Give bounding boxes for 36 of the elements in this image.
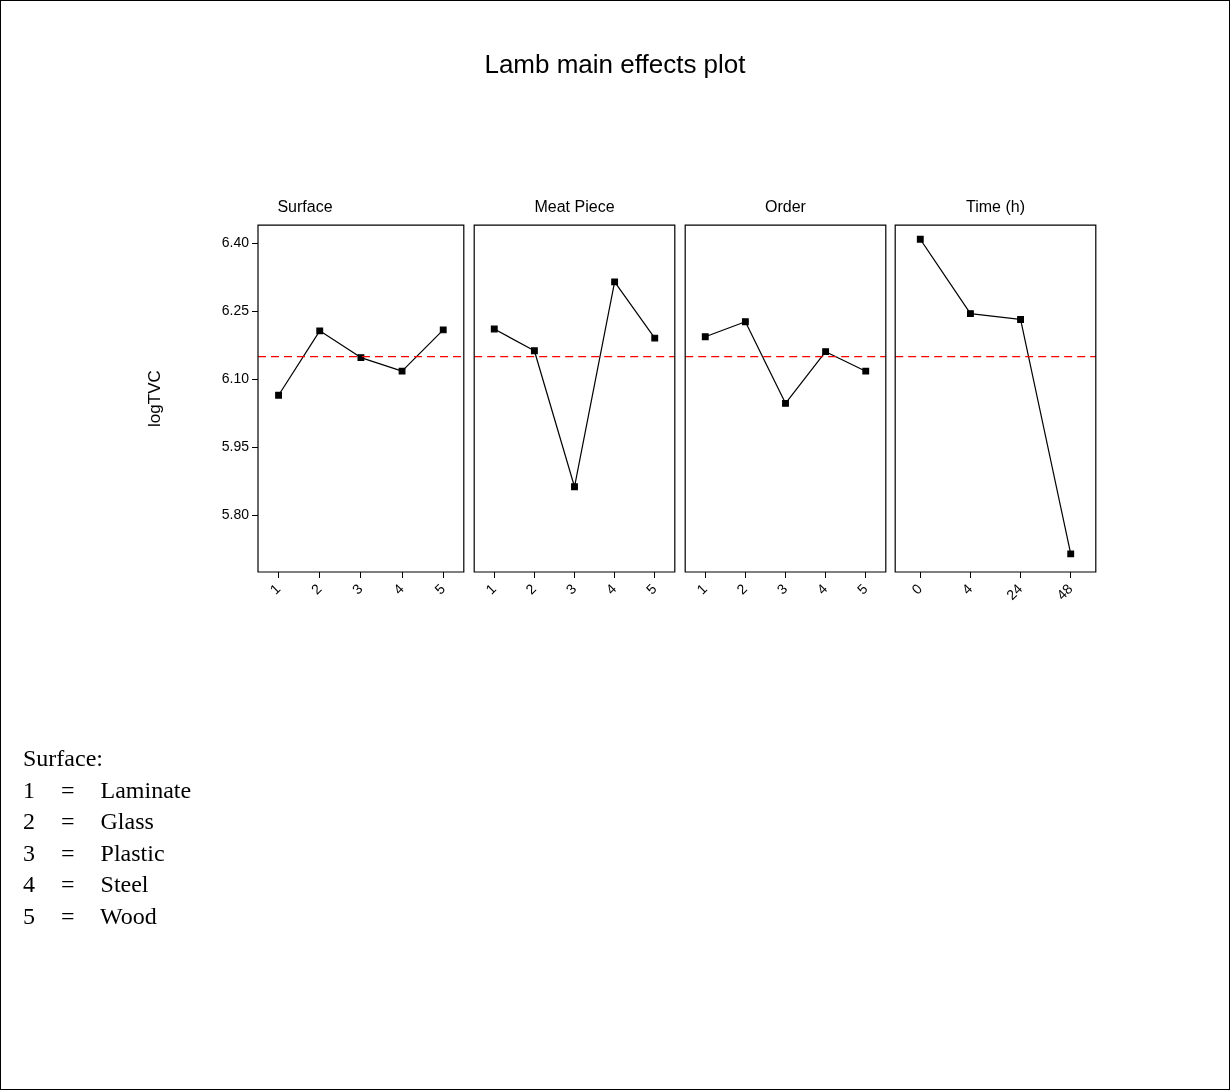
y-tick-label: 6.40 [221,234,250,251]
y-tick-label: 5.95 [221,438,250,455]
text: 2 = Glass [23,807,155,836]
chart-title: Surface [277,198,333,216]
x-tick-label: 24 [1003,580,1026,603]
x-tick-label: 2 [522,580,540,598]
y-tick-label: 5.80 [221,506,250,523]
text: 4 = Steel [23,870,150,899]
y-tick-label: 6.10 [221,370,250,387]
x-tick-label: 4 [958,580,976,598]
text: Lamb main effects plot [483,49,747,80]
text: Surface: [23,744,104,773]
text: 1 = Laminate [23,775,192,805]
y-axis-title: logTVC [144,370,164,427]
chart-title: Time (h) [966,198,1026,216]
y-tick-label: 6.25 [221,302,250,319]
x-tick-label: 5 [642,580,660,598]
chart-title: Order [764,198,807,216]
x-tick-label: 48 [1053,580,1076,603]
x-tick-label: 3 [348,580,366,598]
x-tick-label: 0 [908,580,926,598]
x-tick-label: 5 [853,580,871,598]
x-tick-label: 1 [482,580,499,598]
x-tick-label: 1 [266,580,284,598]
text: 5 = Wood [23,901,158,931]
x-tick-label: 3 [773,580,790,598]
x-tick-label: 4 [813,580,831,598]
x-tick-label: 2 [732,580,750,598]
chart-title: Meat Piece [534,198,615,216]
x-tick-label: 4 [390,580,408,598]
x-tick-label: 3 [562,580,580,598]
text: 3 = Plastic [23,838,166,868]
x-tick-label: 4 [602,580,620,598]
x-tick-label: 2 [307,580,325,598]
x-tick-label: 1 [692,580,710,598]
x-tick-label: 5 [431,580,449,598]
